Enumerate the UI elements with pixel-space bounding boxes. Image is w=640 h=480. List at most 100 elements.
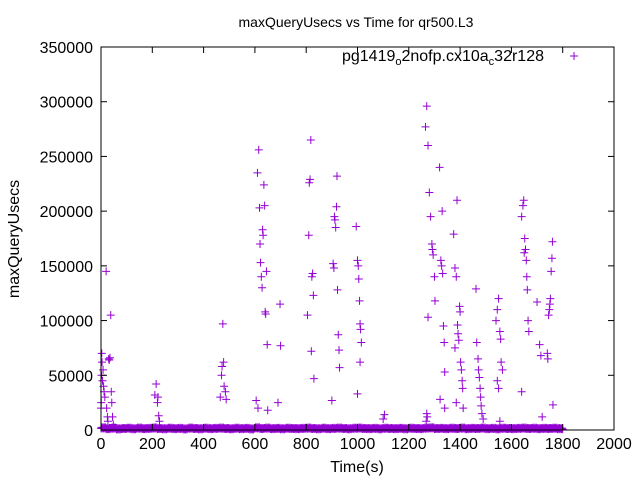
data-point xyxy=(496,335,505,344)
data-point xyxy=(305,178,314,187)
data-point xyxy=(221,387,230,396)
x-tick-label: 2000 xyxy=(596,436,632,453)
data-point xyxy=(262,267,271,276)
x-tick-label: 0 xyxy=(97,436,106,453)
data-point xyxy=(222,395,231,404)
data-point xyxy=(100,393,109,402)
data-point xyxy=(453,320,462,329)
data-point xyxy=(103,417,112,426)
data-point xyxy=(253,404,262,413)
data-point xyxy=(379,415,388,424)
data-point xyxy=(474,365,483,374)
data-point xyxy=(424,313,433,322)
chart-title: maxQueryUsecs vs Time for qr500.L3 xyxy=(239,14,474,30)
data-point xyxy=(547,267,556,276)
data-point xyxy=(107,398,116,407)
data-point xyxy=(259,180,268,189)
data-point xyxy=(495,327,504,336)
data-point xyxy=(479,415,488,424)
x-tick-label: 1400 xyxy=(442,436,478,453)
data-point xyxy=(356,325,365,334)
data-point xyxy=(544,311,553,320)
data-point xyxy=(457,365,466,374)
data-point xyxy=(493,376,502,385)
data-point xyxy=(518,201,527,210)
data-point xyxy=(436,395,445,404)
data-point xyxy=(329,264,338,273)
data-point xyxy=(307,272,316,281)
data-point xyxy=(104,354,113,363)
data-point xyxy=(543,354,552,363)
data-point xyxy=(452,272,461,281)
data-point xyxy=(218,319,227,328)
data-point xyxy=(452,398,461,407)
data-point xyxy=(332,172,341,181)
data-point xyxy=(430,296,439,305)
data-point xyxy=(426,212,435,221)
data-point xyxy=(261,310,270,319)
data-point xyxy=(522,256,531,265)
data-point xyxy=(498,365,507,374)
data-point xyxy=(543,349,552,358)
data-point xyxy=(218,362,227,371)
data-point xyxy=(352,222,361,231)
data-point xyxy=(216,393,225,402)
data-point xyxy=(108,412,117,421)
data-point xyxy=(257,272,266,281)
data-point xyxy=(306,175,315,184)
x-tick-label: 800 xyxy=(293,436,320,453)
data-point xyxy=(520,248,529,257)
data-point xyxy=(524,316,533,325)
y-tick-label: 150000 xyxy=(40,259,93,276)
data-point xyxy=(458,384,467,393)
data-point xyxy=(538,412,547,421)
data-point xyxy=(106,311,115,320)
data-point xyxy=(546,294,555,303)
data-point xyxy=(356,319,365,328)
data-point xyxy=(524,327,533,336)
legend: pg1419o2nofp.cx10ac32r128 xyxy=(342,48,578,68)
data-point xyxy=(436,256,445,265)
data-point xyxy=(256,258,265,267)
data-point xyxy=(517,212,526,221)
data-point xyxy=(454,336,463,345)
data-point xyxy=(545,305,554,314)
data-point xyxy=(258,225,267,234)
data-point xyxy=(309,291,318,300)
data-point xyxy=(107,387,116,396)
data-point xyxy=(519,196,528,205)
data-point xyxy=(153,393,162,402)
data-point xyxy=(261,307,270,316)
y-axis-label: maxQueryUsecs xyxy=(6,180,23,298)
data-point xyxy=(423,412,432,421)
legend-marker xyxy=(570,52,578,60)
x-tick-label: 1000 xyxy=(340,436,376,453)
data-point xyxy=(475,373,484,382)
data-point xyxy=(536,351,545,360)
data-point xyxy=(450,264,459,273)
data-point xyxy=(331,223,340,232)
data-point xyxy=(357,338,366,347)
data-point xyxy=(353,389,362,398)
data-point xyxy=(154,411,163,420)
y-tick-label: 250000 xyxy=(40,149,93,166)
x-tick-label: 200 xyxy=(139,436,166,453)
data-point xyxy=(102,404,111,413)
data-point xyxy=(437,261,446,270)
data-point xyxy=(440,404,449,413)
data-point xyxy=(303,311,312,320)
data-point xyxy=(333,285,342,294)
data-point xyxy=(428,245,437,254)
data-point xyxy=(152,380,161,389)
data-point xyxy=(438,207,447,216)
data-point xyxy=(334,330,343,339)
data-point xyxy=(454,329,463,338)
data-point xyxy=(354,274,363,283)
data-point xyxy=(335,363,344,372)
data-point xyxy=(253,168,262,177)
x-tick-label: 600 xyxy=(242,436,269,453)
data-point xyxy=(330,212,339,221)
data-point xyxy=(97,349,106,358)
data-point xyxy=(217,371,226,380)
